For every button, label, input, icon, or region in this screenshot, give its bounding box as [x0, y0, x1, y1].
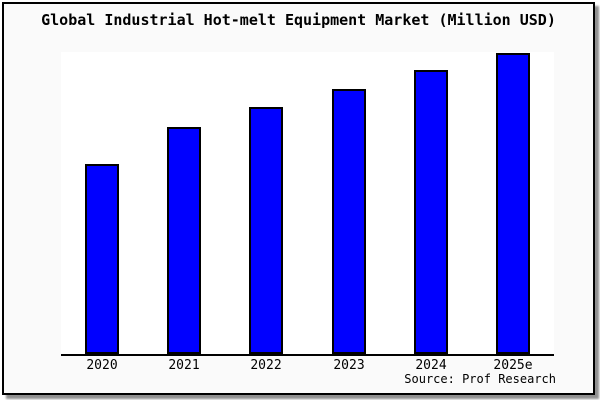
- x-tick-label-2023: 2023: [333, 358, 365, 373]
- bar-2021: [167, 127, 201, 354]
- bar-2022: [249, 107, 283, 354]
- x-tick-label-2020: 2020: [86, 358, 118, 373]
- bar-2020: [85, 164, 119, 354]
- x-tick-label-2021: 2021: [168, 358, 200, 373]
- chart-frame: Global Industrial Hot-melt Equipment Mar…: [2, 2, 595, 395]
- plot-area: [61, 52, 554, 356]
- x-tick-label-2022: 2022: [250, 358, 282, 373]
- source-label: Source: Prof Research: [404, 372, 556, 386]
- bar-2025e: [496, 53, 530, 354]
- bar-2023: [332, 89, 366, 354]
- bar-2024: [414, 70, 448, 354]
- chart-title: Global Industrial Hot-melt Equipment Mar…: [41, 11, 556, 29]
- x-tick-label-2025e: 2025e: [493, 358, 533, 373]
- x-tick-label-2024: 2024: [415, 358, 447, 373]
